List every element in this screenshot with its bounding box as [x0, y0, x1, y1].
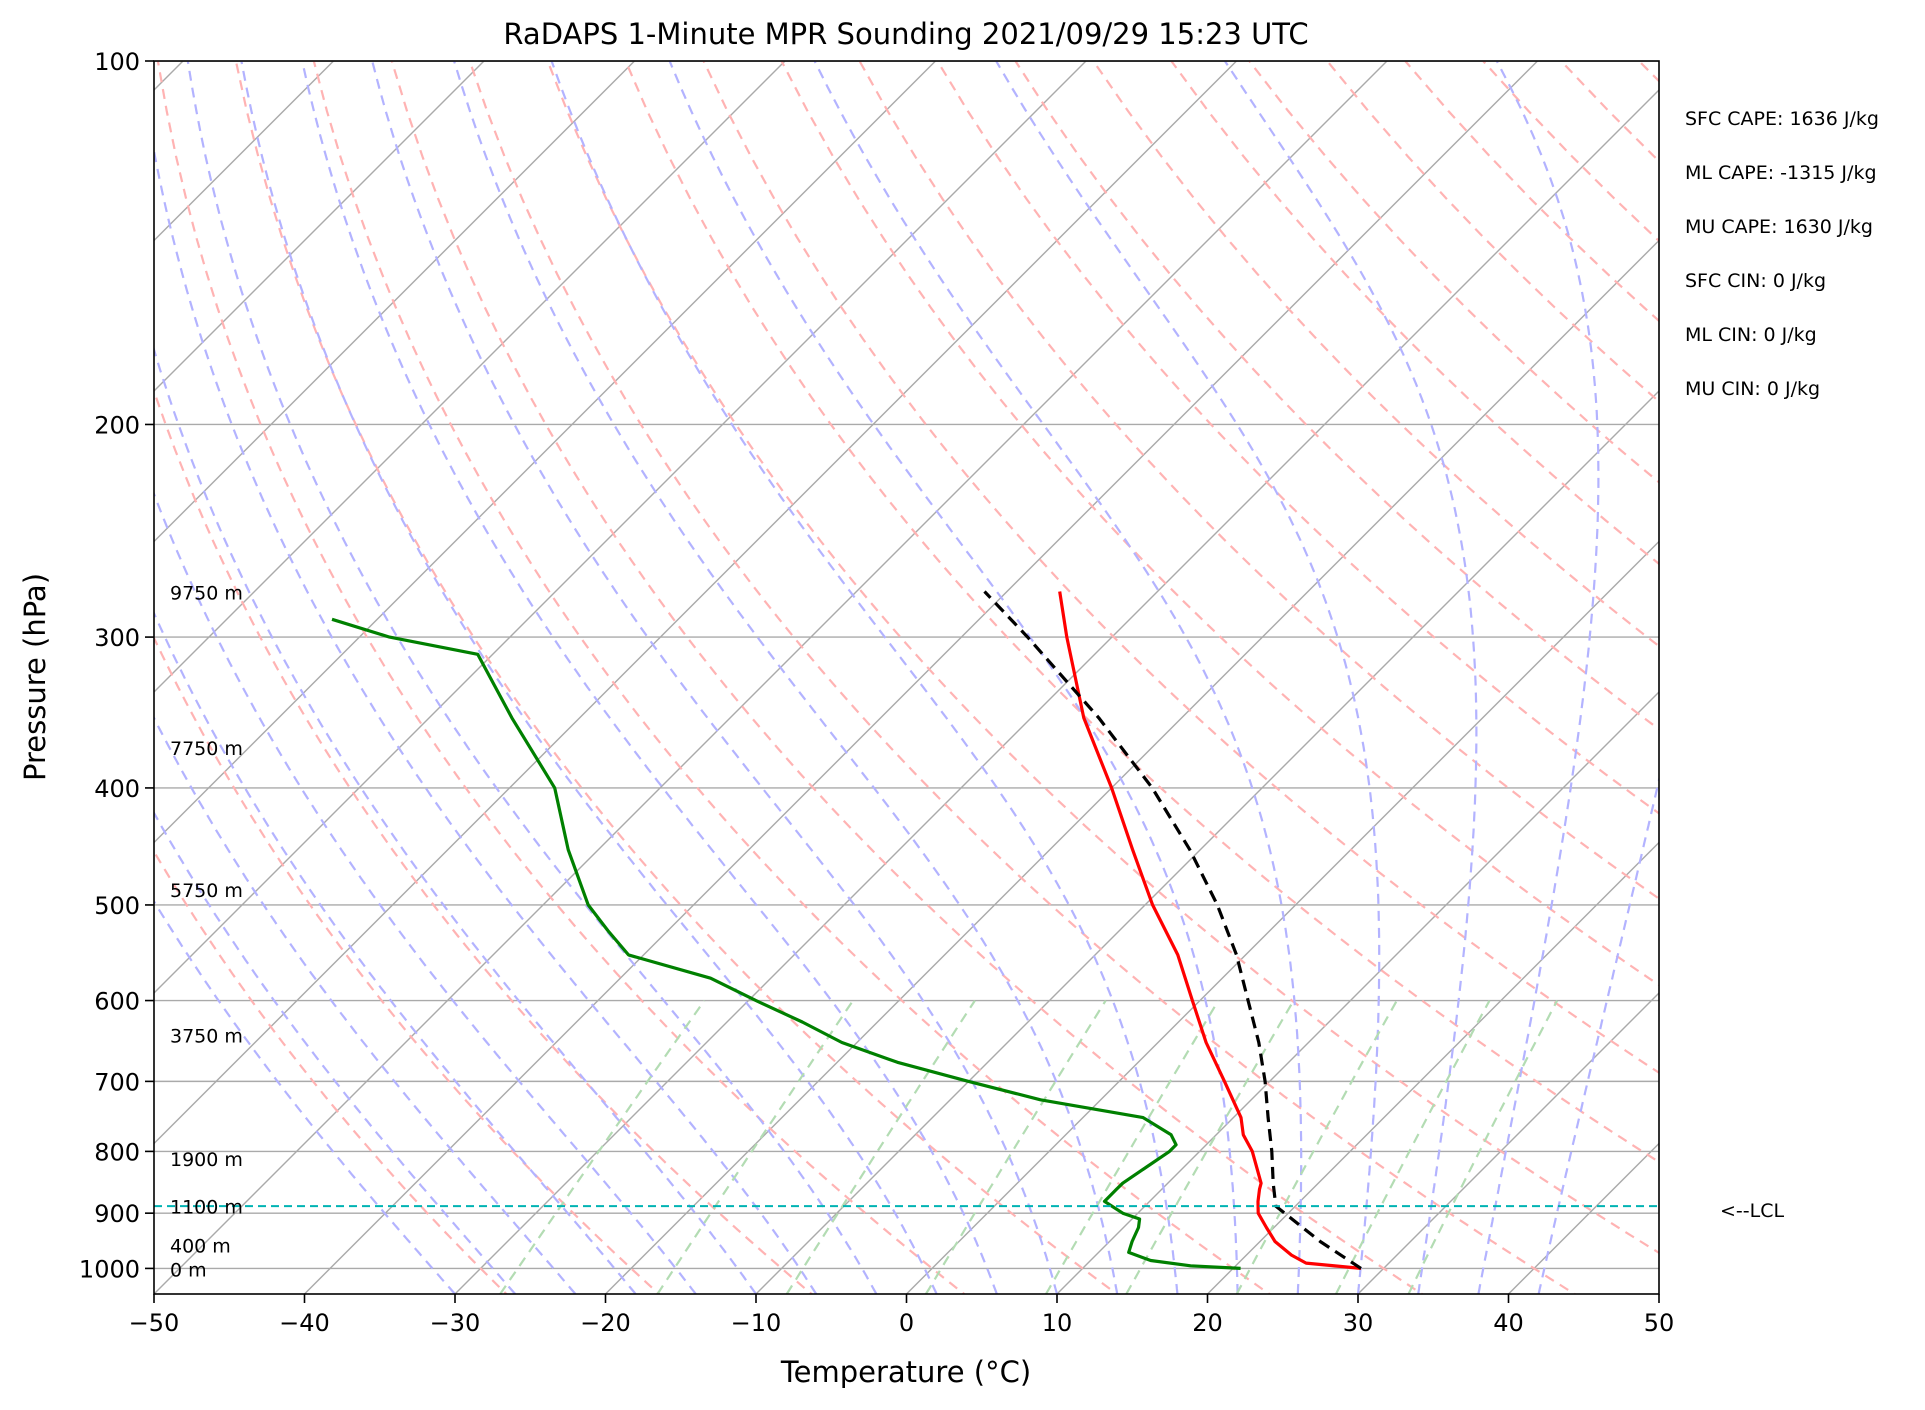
- isotherm: [0, 61, 635, 1294]
- y-tick-label: 300: [94, 624, 140, 652]
- y-tick-label: 800: [94, 1138, 140, 1166]
- moist-adiabat: [996, 61, 1379, 1294]
- dry-adiabat: [1093, 61, 1925, 1299]
- moist-adiabat: [552, 61, 1178, 1294]
- mixing-ratio-line: [787, 1001, 975, 1294]
- height-label: 1900 m: [170, 1149, 243, 1171]
- dry-adiabat: [937, 61, 1925, 1299]
- height-label: 5750 m: [170, 880, 243, 902]
- x-tick-label: 30: [1343, 1309, 1374, 1337]
- lcl-label: <--LCL: [1720, 1200, 1784, 1222]
- x-tick-label: −50: [129, 1309, 180, 1337]
- stat-line: SFC CIN: 0 J/kg: [1685, 270, 1826, 292]
- dry-adiabat: [1327, 61, 1925, 1299]
- height-label: 0 m: [170, 1259, 207, 1281]
- dry-adiabat: [392, 61, 1430, 1299]
- dry-adiabat: [860, 61, 1925, 1299]
- dry-adiabat: [1639, 61, 1925, 1299]
- isotherm: [1358, 61, 1925, 1294]
- dry-adiabat: [0, 61, 512, 1299]
- x-tick-label: 0: [899, 1309, 914, 1337]
- x-tick-label: 40: [1493, 1309, 1524, 1337]
- moist-adiabat: [372, 61, 1057, 1294]
- y-axis-label: Pressure (hPa): [18, 573, 52, 781]
- y-tick-label: 1000: [79, 1255, 140, 1283]
- mixing-ratio-line: [1336, 1001, 1490, 1294]
- isotherm: [0, 61, 484, 1294]
- x-tick-label: 20: [1192, 1309, 1223, 1337]
- height-label: 3750 m: [170, 1025, 243, 1047]
- stat-line: MU CAPE: 1630 J/kg: [1685, 216, 1873, 238]
- stat-line: ML CIN: 0 J/kg: [1685, 324, 1817, 346]
- moist-adiabat: [241, 61, 936, 1294]
- isotherm: [0, 61, 936, 1294]
- dry-adiabat: [548, 61, 1736, 1299]
- dry-adiabat: [1717, 61, 1925, 1299]
- y-tick-label: 500: [94, 892, 140, 920]
- dry-adiabat: [1483, 61, 1925, 1299]
- dry-adiabat: [782, 61, 1925, 1299]
- x-tick-label: −30: [430, 1309, 481, 1337]
- x-axis-label: Temperature (°C): [780, 1355, 1031, 1389]
- chart-title: RaDAPS 1-Minute MPR Sounding 2021/09/29 …: [503, 17, 1308, 51]
- dry-adiabat: [1561, 61, 1925, 1299]
- dry-adiabat: [236, 61, 1124, 1299]
- mixing-ratio-line: [1046, 1001, 1218, 1294]
- isotherm: [756, 61, 1925, 1294]
- moist-adiabat: [670, 61, 1238, 1294]
- isotherm: [455, 61, 1688, 1294]
- height-label: 400 m: [170, 1235, 231, 1257]
- mixing-ratio-line: [658, 1001, 854, 1294]
- y-tick-label: 700: [94, 1068, 140, 1096]
- isotherm: [1659, 61, 1925, 1294]
- dry-adiabat: [2, 61, 665, 1299]
- y-tick-label: 400: [94, 775, 140, 803]
- y-tick-label: 100: [94, 48, 140, 76]
- dry-adiabat: [158, 61, 971, 1299]
- x-tick-label: 10: [1042, 1309, 1073, 1337]
- moist-adiabat: [0, 61, 515, 1294]
- y-tick-label: 200: [94, 411, 140, 439]
- temperature-profile: [1060, 592, 1361, 1269]
- x-tick-label: −10: [731, 1309, 782, 1337]
- isotherm: [1810, 61, 1925, 1294]
- y-tick-label: 600: [94, 988, 140, 1016]
- moist-adiabat: [302, 61, 997, 1294]
- mixing-ratio-line: [1126, 1001, 1293, 1294]
- stat-line: MU CIN: 0 J/kg: [1685, 378, 1820, 400]
- x-tick-label: −20: [580, 1309, 631, 1337]
- stat-line: SFC CAPE: 1636 J/kg: [1685, 108, 1879, 130]
- moist-adiabat: [96, 61, 756, 1294]
- height-label: 1100 m: [170, 1197, 243, 1219]
- dry-adiabat: [1405, 61, 1925, 1299]
- isotherm: [154, 61, 1387, 1294]
- isotherm: [1208, 61, 1925, 1294]
- moist-adiabat: [188, 61, 877, 1294]
- dry-adiabat: [704, 61, 1925, 1299]
- height-label: 9750 m: [170, 582, 243, 604]
- height-label: 7750 m: [170, 738, 243, 760]
- dry-adiabat: [626, 61, 1889, 1299]
- x-tick-label: −40: [279, 1309, 330, 1337]
- mixing-ratio-line: [926, 1001, 1106, 1294]
- mixing-ratio-line: [500, 1001, 704, 1294]
- isotherm: [606, 61, 1839, 1294]
- x-tick-label: 50: [1644, 1309, 1675, 1337]
- dry-adiabat: [1171, 61, 1925, 1299]
- y-tick-label: 900: [94, 1200, 140, 1228]
- stat-line: ML CAPE: -1315 J/kg: [1685, 162, 1877, 184]
- moist-adiabat: [454, 61, 1117, 1294]
- isotherm: [4, 61, 1237, 1294]
